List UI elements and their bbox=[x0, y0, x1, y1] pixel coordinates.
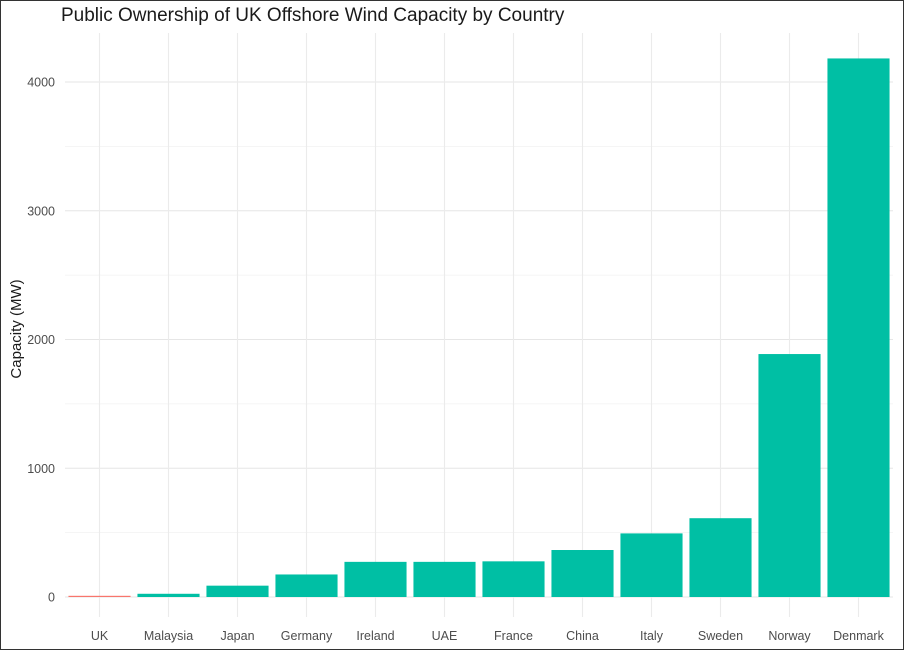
bar-sweden bbox=[689, 518, 752, 597]
x-tick-label: Italy bbox=[640, 629, 664, 643]
y-tick-label: 4000 bbox=[27, 76, 55, 90]
chart-title: Public Ownership of UK Offshore Wind Cap… bbox=[61, 5, 565, 26]
x-tick-labels: UK Malaysia Japan Germany Ireland UAE France Ch… bbox=[91, 629, 885, 643]
x-tick-label: China bbox=[566, 629, 599, 643]
y-tick-label: 3000 bbox=[27, 204, 55, 218]
y-tick-label: 1000 bbox=[27, 462, 55, 476]
x-tick-label: Malaysia bbox=[144, 629, 193, 643]
bar-italy bbox=[620, 533, 683, 597]
x-tick-label: UAE bbox=[432, 629, 458, 643]
bar-denmark bbox=[827, 58, 890, 598]
x-tick-label: UK bbox=[91, 629, 109, 643]
y-tick-labels: 0 1000 2000 3000 4000 bbox=[27, 76, 55, 605]
bar-uae bbox=[413, 561, 476, 597]
y-tick-label: 2000 bbox=[27, 333, 55, 347]
x-tick-label: Denmark bbox=[833, 629, 884, 643]
x-tick-label: Norway bbox=[768, 629, 811, 643]
x-tick-label: Japan bbox=[220, 629, 254, 643]
bar-uk bbox=[68, 595, 131, 597]
bar-japan bbox=[206, 585, 269, 597]
x-tick-label: Germany bbox=[281, 629, 333, 643]
bar-germany bbox=[275, 574, 338, 597]
bar-malaysia bbox=[137, 593, 200, 597]
x-tick-label: France bbox=[494, 629, 533, 643]
y-axis-title: Capacity (MW) bbox=[8, 279, 25, 378]
bar-ireland bbox=[344, 561, 407, 597]
bar-norway bbox=[758, 354, 821, 597]
bar-china bbox=[551, 550, 614, 597]
x-tick-label: Ireland bbox=[356, 629, 394, 643]
bar-france bbox=[482, 561, 545, 597]
x-tick-label: Sweden bbox=[698, 629, 743, 643]
y-tick-label: 0 bbox=[48, 591, 55, 605]
bars bbox=[68, 58, 890, 598]
